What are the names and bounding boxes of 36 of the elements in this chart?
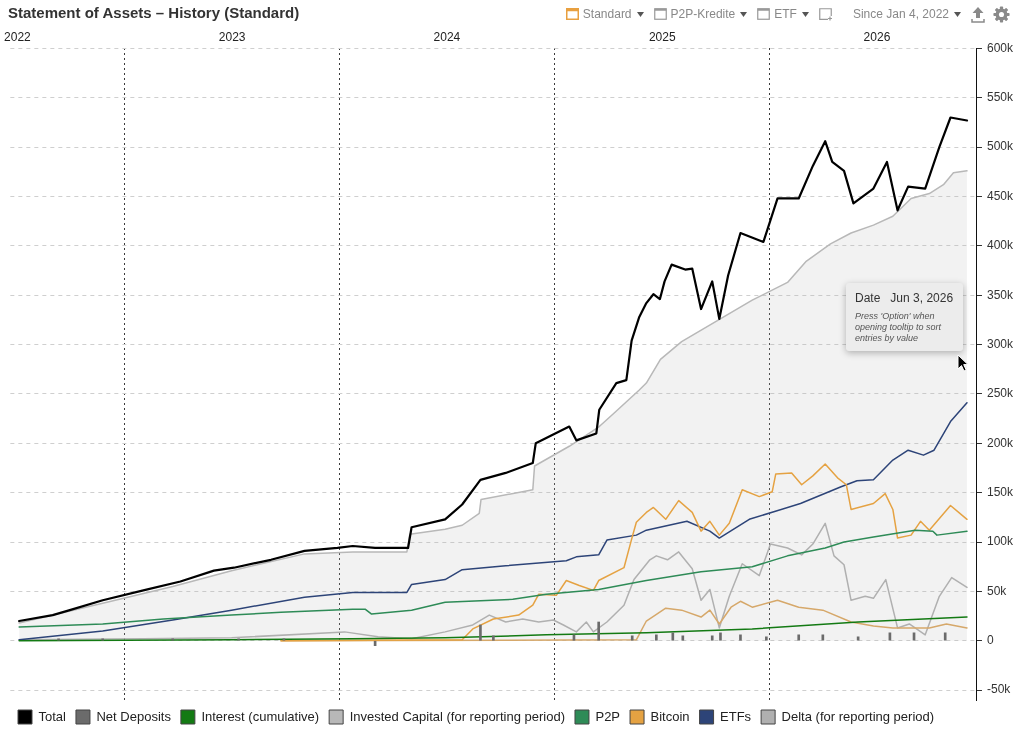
y-tick-label: 350k <box>986 287 1014 302</box>
annotation: Jun 3, 2026 <box>890 291 954 305</box>
x-tick-label: 2025 <box>648 29 676 44</box>
annotation: Press 'Option' when opening tooltip to sort entries by value <box>855 311 943 344</box>
y-tick-label: 450k <box>986 188 1014 203</box>
legend-label: Total <box>38 708 67 724</box>
legend-label: Bitcoin <box>650 708 690 724</box>
x-tick-label: 2026 <box>863 29 891 44</box>
y-tick-label: 150k <box>986 484 1014 499</box>
legend-label: Invested Capital (for reporting period) <box>349 708 565 724</box>
y-tick-label: 50k <box>986 583 1008 598</box>
text: Standard <box>582 7 632 21</box>
y-tick-label: 550k <box>986 90 1014 105</box>
y-tick-label: -50k <box>986 682 1012 697</box>
y-tick-label: 200k <box>986 435 1014 450</box>
annotation: Date <box>855 291 881 305</box>
legend-label: Delta (for reporting period) <box>781 708 935 724</box>
x-tick-label: 2022 <box>4 29 32 44</box>
y-tick-label: 500k <box>986 139 1014 154</box>
chart-title: Statement of Assets – History (Standard) <box>8 4 300 21</box>
y-tick-label: 250k <box>986 386 1014 401</box>
text: ETF <box>774 7 797 21</box>
y-tick-label: 300k <box>986 336 1014 351</box>
y-tick-label: 100k <box>986 534 1014 549</box>
y-tick-label: 600k <box>986 40 1014 55</box>
legend-label: P2P <box>595 708 621 724</box>
x-tick-label: 2024 <box>433 29 461 44</box>
legend-label: ETFs <box>720 708 752 724</box>
y-tick-label: 400k <box>986 238 1014 253</box>
x-tick-label: 2023 <box>218 29 246 44</box>
text: P2P-Kredite <box>670 7 736 21</box>
y-tick-label: 0 <box>986 633 994 648</box>
legend-label: Interest (cumulative) <box>201 708 320 724</box>
tooltip-box: Date Jun 3, 2026 Press 'Option' when opening tooltip to sort entries by value <box>846 283 963 351</box>
legend-label: Net Deposits <box>96 708 172 724</box>
text: Since Jan 4, 2022 <box>852 7 949 21</box>
